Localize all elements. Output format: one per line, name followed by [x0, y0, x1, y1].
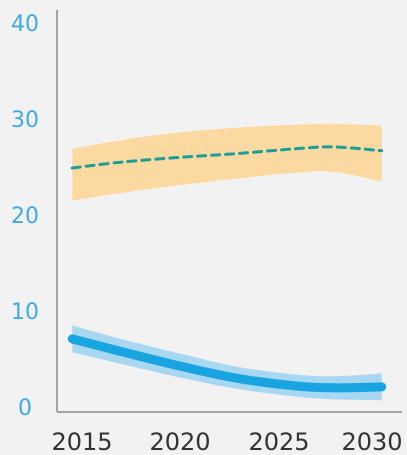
- confidence-band-2: [72, 325, 382, 401]
- x-tick-labels: 2015 2020 2025 2030: [51, 428, 402, 455]
- series-lines: [67, 145, 387, 393]
- x-tick-label: 2020: [149, 428, 210, 455]
- x-tick-label: 2015: [51, 428, 112, 455]
- confidence-band-1: [72, 123, 382, 201]
- series-line-1: [70, 145, 384, 170]
- y-tick-label: 40: [11, 12, 39, 37]
- series-line-2: [67, 334, 387, 393]
- y-tick-label: 0: [18, 396, 32, 421]
- confidence-bands: [72, 123, 382, 401]
- y-tick-labels: 40 30 20 10 0: [11, 12, 39, 421]
- y-tick-label: 10: [11, 300, 39, 325]
- x-tick-label: 2030: [341, 428, 402, 455]
- x-tick-label: 2025: [248, 428, 309, 455]
- y-tick-label: 20: [11, 204, 39, 229]
- y-tick-label: 30: [11, 108, 39, 133]
